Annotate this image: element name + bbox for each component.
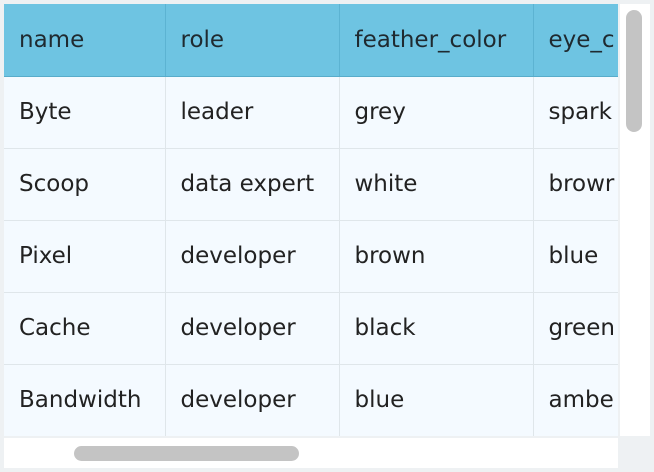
scrollbar-corner [620,438,650,468]
header-row: name role feather_color eye_c [4,4,618,77]
table-row[interactable]: Scoop data expert white browr [4,148,618,221]
table-cell[interactable]: brown [339,220,534,293]
table-cell[interactable]: Scoop [4,148,166,221]
table-row[interactable]: Bandwidth developer blue ambe [4,364,618,436]
column-header-eye-color[interactable]: eye_c [533,4,618,77]
vertical-scrollbar-thumb[interactable] [626,10,642,132]
table-cell[interactable]: blue [533,220,618,293]
column-header-role[interactable]: role [165,4,340,77]
table-cell[interactable]: data expert [165,148,340,221]
table-cell[interactable]: Bandwidth [4,364,166,436]
table-cell[interactable]: Cache [4,292,166,365]
column-header-feather-color[interactable]: feather_color [339,4,534,77]
table-cell[interactable]: grey [339,76,534,149]
table-cell[interactable]: leader [165,76,340,149]
table-row[interactable]: Pixel developer brown blue [4,220,618,293]
horizontal-scrollbar-thumb[interactable] [74,446,299,461]
table-cell[interactable]: black [339,292,534,365]
table-cell[interactable]: developer [165,292,340,365]
table-cell[interactable]: developer [165,220,340,293]
table-cell[interactable]: white [339,148,534,221]
table-cell[interactable]: Byte [4,76,166,149]
column-header-name[interactable]: name [4,4,166,77]
table-row[interactable]: Cache developer black green [4,292,618,365]
table-cell[interactable]: Pixel [4,220,166,293]
table-cell[interactable]: developer [165,364,340,436]
table-cell[interactable]: ambe [533,364,618,436]
horizontal-scrollbar[interactable] [4,438,618,468]
data-table: name role feather_color eye_c Byte leade… [4,4,618,436]
table-cell[interactable]: green [533,292,618,365]
data-grid-viewport[interactable]: name role feather_color eye_c Byte leade… [4,4,618,436]
table-cell[interactable]: spark [533,76,618,149]
table-header: name role feather_color eye_c [4,4,618,77]
table-row[interactable]: Byte leader grey spark [4,76,618,149]
table-cell[interactable]: browr [533,148,618,221]
vertical-scrollbar[interactable] [620,4,650,436]
table-cell[interactable]: blue [339,364,534,436]
table-body: Byte leader grey spark Scoop data expert… [4,76,618,436]
